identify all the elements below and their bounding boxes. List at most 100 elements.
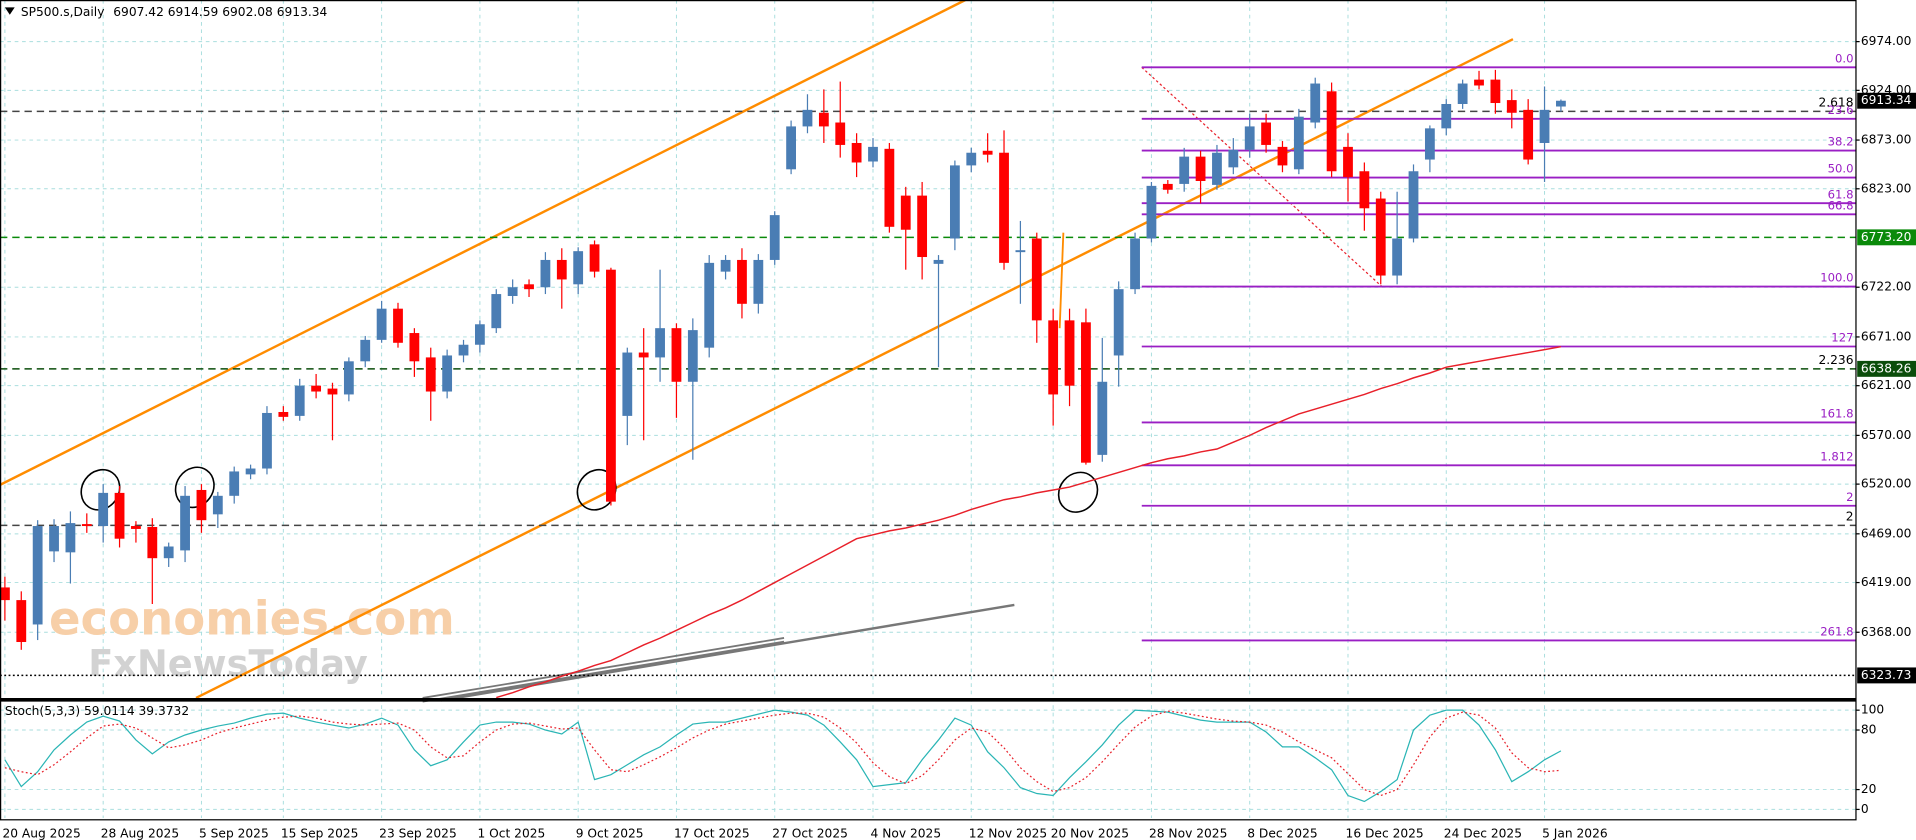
candle-body (360, 339, 371, 362)
y-tick-label: 6570.00 (1861, 428, 1912, 442)
candle-body (835, 122, 846, 145)
price-box (1857, 360, 1916, 377)
candle-body (1457, 83, 1468, 104)
candle-body (0, 587, 10, 601)
last-price-box (1857, 92, 1916, 109)
candle-body (1064, 320, 1075, 386)
open-value: 6907.42 (113, 5, 164, 19)
fib-label: 38.2 (1828, 135, 1854, 149)
channel-upper (0, 0, 966, 486)
trend-line (1058, 232, 1065, 329)
chart-header: SP500.s,Daily 6907.42 6914.59 6902.08 69… (21, 5, 328, 19)
candle-body (507, 287, 518, 297)
fib-label: 2 (1846, 490, 1853, 504)
fib-label: 127 (1831, 331, 1853, 345)
x-tick-label: 15 Sep 2025 (281, 826, 359, 840)
fib-label: 61.8 (1828, 187, 1854, 201)
candle-body (966, 152, 977, 166)
labels-layer: SP500.s,Daily 6907.42 6914.59 6902.08 69… (2, 5, 1916, 840)
candle-body (376, 308, 387, 340)
last-price-label: 6913.34 (1861, 93, 1912, 107)
candle-body (294, 385, 305, 416)
watermark-layer: economies.com FxNewsToday (49, 591, 455, 685)
candle-body (622, 352, 633, 416)
candle-body (1392, 238, 1403, 276)
candle-body (818, 112, 829, 127)
close-value: 6913.34 (277, 5, 328, 19)
candle-body (16, 600, 27, 643)
candle-body (671, 328, 682, 382)
candle-body (163, 546, 174, 559)
k-value: 59.0114 (84, 704, 135, 718)
candle-body (1179, 156, 1190, 184)
x-tick-label: 20 Nov 2025 (1051, 826, 1129, 840)
candle-body (327, 388, 338, 395)
d-value: 39.3732 (139, 704, 190, 718)
candle-body (442, 355, 453, 392)
candle-body (458, 344, 469, 356)
y-tick-label: 6469.00 (1861, 526, 1912, 540)
x-tick-label: 16 Dec 2025 (1346, 826, 1424, 840)
y-tick-label: 80 (1861, 723, 1877, 737)
x-tick-label: 24 Dec 2025 (1444, 826, 1522, 840)
x-tick-label: 8 Dec 2025 (1247, 826, 1317, 840)
candle-body (1375, 198, 1386, 276)
x-tick-label: 20 Aug 2025 (2, 826, 80, 840)
x-tick-label: 9 Oct 2025 (576, 826, 644, 840)
indicator-header: Stoch(5,3,3) 59.0114 39.3732 (5, 704, 189, 718)
candle-body (278, 411, 289, 417)
candle-body (737, 259, 747, 304)
candle-body (1474, 79, 1484, 86)
candle-body (1244, 126, 1255, 150)
candle-body (81, 524, 92, 527)
candle-body (982, 150, 993, 155)
candle-body (32, 526, 43, 625)
candle-body (409, 333, 420, 362)
candle-body (393, 308, 403, 343)
candle-body (1343, 146, 1353, 178)
candle-body (425, 357, 436, 392)
menu-arrow[interactable] (4, 7, 15, 15)
candle-body (720, 259, 731, 272)
candle-body (1506, 100, 1517, 113)
candle-body (491, 294, 502, 329)
candle-body (917, 195, 928, 258)
candle-body (868, 146, 878, 162)
frame-border (0, 0, 1857, 821)
candle-body (1441, 103, 1452, 129)
y-tick-label: 0 (1861, 802, 1869, 816)
candle-body (606, 269, 616, 502)
candle-body (1048, 320, 1059, 395)
candle-body (1130, 238, 1140, 290)
candle-body (1212, 152, 1222, 185)
marks-layer (0, 66, 1856, 803)
candle-body (573, 251, 584, 285)
candle-body (999, 152, 1009, 263)
candle-body (933, 259, 944, 264)
candle-body (786, 126, 796, 170)
candle-body (131, 526, 141, 529)
candle-body (687, 330, 698, 382)
trend-line (422, 640, 785, 703)
candle-body (474, 324, 485, 345)
candle-body (49, 526, 59, 552)
candle-body (343, 361, 354, 395)
candle-body (1015, 250, 1026, 253)
candle-body (802, 109, 813, 127)
candle-body (1097, 381, 1108, 455)
level-label: 2 (1846, 509, 1854, 523)
candle-body (1359, 171, 1370, 209)
candle-body (1293, 116, 1304, 170)
x-tick-label: 28 Aug 2025 (101, 826, 179, 840)
y-tick-label: 6671.00 (1861, 329, 1912, 343)
candle-body (638, 352, 649, 358)
high-value: 6914.59 (168, 5, 219, 19)
candle-body (1556, 100, 1566, 107)
x-tick-label: 5 Jan 2026 (1542, 826, 1608, 840)
trend-line (422, 637, 785, 699)
level-label: 2.236 (1818, 353, 1853, 367)
y-tick-label: 6823.00 (1861, 181, 1912, 195)
y-tick-label: 100 (1861, 703, 1884, 717)
candle-body (65, 523, 76, 553)
